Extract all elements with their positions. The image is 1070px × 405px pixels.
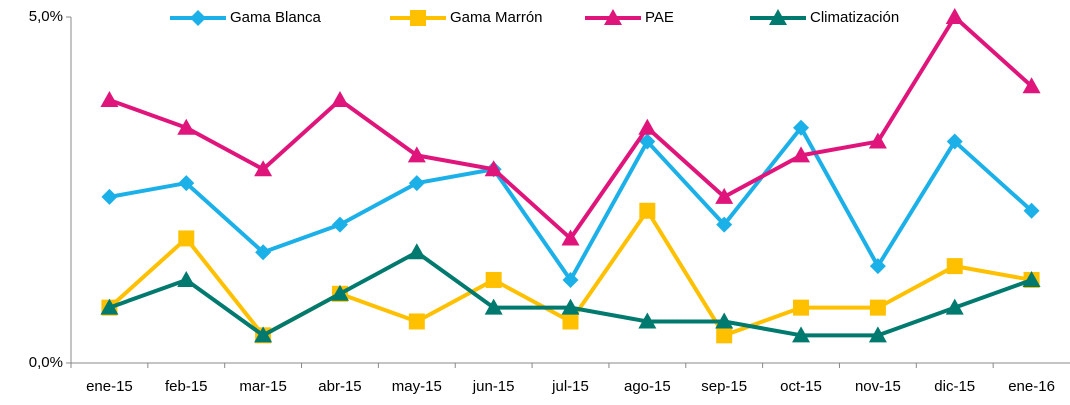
marker xyxy=(715,312,734,329)
marker xyxy=(792,146,811,163)
series-line xyxy=(109,125,1033,282)
marker xyxy=(562,313,579,330)
marker xyxy=(410,10,426,26)
x-tick-label: abr-15 xyxy=(318,378,361,395)
marker xyxy=(331,216,348,233)
legend-label: Gama Marrón xyxy=(450,9,543,26)
legend-label: Climatización xyxy=(810,9,899,26)
marker xyxy=(100,91,119,108)
marker xyxy=(484,298,503,315)
marker xyxy=(254,326,273,343)
marker xyxy=(793,299,810,316)
marker xyxy=(716,216,733,233)
marker xyxy=(178,175,195,192)
marker xyxy=(330,91,349,108)
x-tick-label: jul-15 xyxy=(551,378,589,395)
y-tick-label: 5,0% xyxy=(29,8,63,25)
x-tick-label: sep-15 xyxy=(701,378,747,395)
series-line xyxy=(108,15,1033,241)
marker xyxy=(1023,202,1040,219)
x-tick-label: may-15 xyxy=(392,378,442,395)
marker xyxy=(254,160,273,177)
marker xyxy=(190,10,206,26)
x-tick-label: oct-15 xyxy=(780,378,822,395)
marker xyxy=(561,229,580,246)
x-tick-label: nov-15 xyxy=(855,378,901,395)
x-tick-label: mar-15 xyxy=(239,378,287,395)
y-tick-label: 0,0% xyxy=(29,354,63,371)
marker xyxy=(869,299,886,316)
legend-label: PAE xyxy=(645,9,674,26)
marker xyxy=(638,118,657,135)
marker xyxy=(407,146,426,163)
marker xyxy=(177,270,196,287)
marker xyxy=(868,132,887,149)
marker xyxy=(1022,270,1041,287)
marker xyxy=(945,298,964,315)
marker xyxy=(101,188,118,205)
marker xyxy=(946,133,963,150)
marker xyxy=(945,8,964,24)
x-tick-label: feb-15 xyxy=(165,378,208,395)
x-tick-label: ene-15 xyxy=(86,378,133,395)
marker xyxy=(408,175,425,192)
marker xyxy=(793,119,810,136)
marker xyxy=(561,298,580,315)
marker xyxy=(1022,77,1041,94)
marker xyxy=(716,327,733,344)
marker xyxy=(869,258,886,275)
marker xyxy=(177,118,196,135)
marker xyxy=(178,230,195,247)
marker xyxy=(868,326,887,343)
marker xyxy=(100,298,119,315)
marker xyxy=(792,326,811,343)
marker xyxy=(639,202,656,219)
marker xyxy=(255,244,272,261)
marker xyxy=(330,284,349,301)
x-tick-label: dic-15 xyxy=(934,378,975,395)
marker xyxy=(485,271,502,288)
marker xyxy=(604,9,622,25)
legend-label: Gama Blanca xyxy=(230,9,322,26)
x-tick-label: ago-15 xyxy=(624,378,671,395)
x-tick-label: ene-16 xyxy=(1008,378,1055,395)
marker xyxy=(638,312,657,329)
marker xyxy=(407,243,426,260)
x-tick-label: jun-15 xyxy=(472,378,515,395)
marker xyxy=(408,313,425,330)
marker xyxy=(484,160,503,177)
marker xyxy=(946,258,963,275)
marker xyxy=(769,9,787,25)
marker xyxy=(715,187,734,204)
marker xyxy=(562,271,579,288)
marker xyxy=(639,133,656,150)
